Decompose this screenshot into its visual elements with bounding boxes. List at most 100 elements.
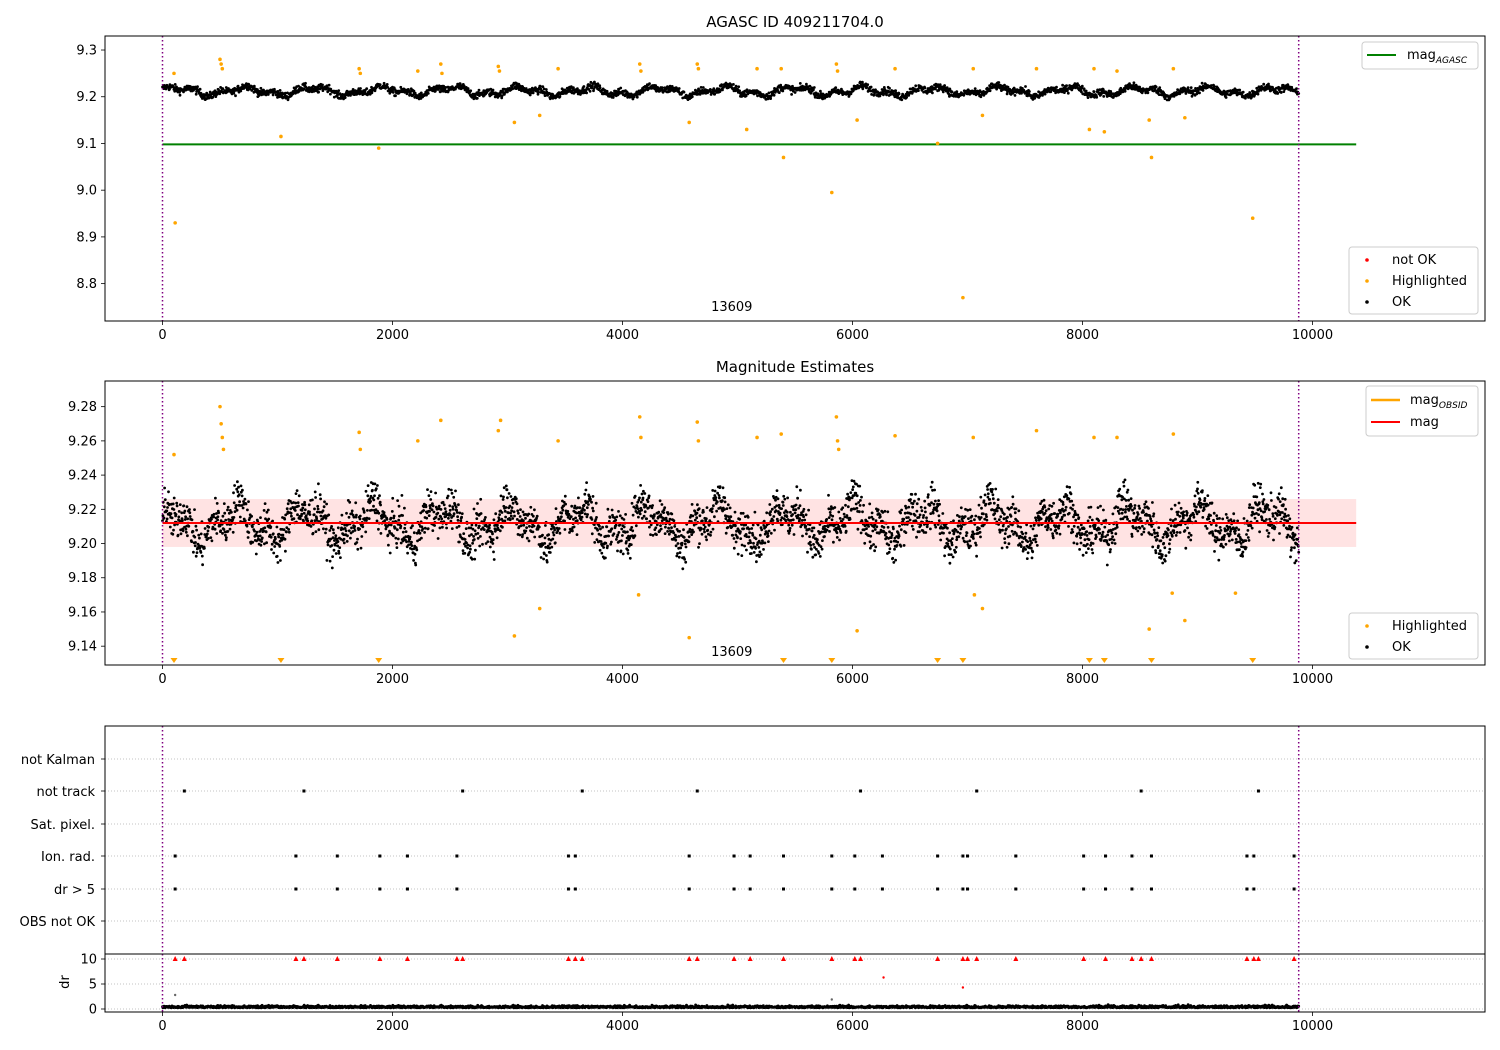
magnitude-obsid-label: 13609: [711, 645, 752, 660]
flag-label-ion-rad: Ion. rad.: [41, 850, 95, 865]
magnitude-highlighted-point: [836, 447, 841, 452]
flag-label-obs-not-ok: OBS not OK: [20, 915, 96, 930]
flag-marker: [1014, 887, 1018, 891]
flag-marker: [1082, 887, 1086, 891]
flag-marker: [1014, 854, 1018, 858]
dr-clipped-marker: [731, 956, 737, 961]
flag-marker: [566, 887, 570, 891]
offscale-low-marker: [375, 658, 383, 663]
magnitude-highlighted-point: [639, 435, 643, 440]
agasc-highlighted-point: [1092, 66, 1096, 71]
agasc-highlighted-point: [980, 113, 985, 118]
dr-clipped-marker: [172, 956, 178, 961]
agasc-highlighted-point: [834, 62, 839, 66]
agasc-highlighted-point: [376, 146, 381, 150]
flag-marker: [455, 887, 459, 891]
flag-marker: [748, 854, 752, 858]
dr-ytick-label: 5: [89, 978, 97, 993]
legend-highlighted-marker: [1365, 279, 1369, 283]
flag-marker: [748, 887, 752, 891]
agasc-highlighted-point: [556, 66, 560, 71]
dr-outlier-point: [173, 993, 177, 997]
magnitude-highlighted-point: [1233, 591, 1238, 595]
dr-clipped-marker: [1291, 956, 1297, 961]
magnitude-highlighted-point: [834, 415, 839, 419]
flags-xtick-label: 2000: [376, 1019, 409, 1034]
dr-clipped-marker: [404, 956, 410, 961]
flag-marker: [1139, 789, 1143, 793]
agasc-highlighted-point: [893, 66, 897, 71]
magnitude-highlighted-point: [696, 439, 701, 443]
legend-mag-agasc-subscript: AGASC: [1435, 56, 1468, 66]
magnitude-panel: Magnitude Estimates 0 2000 4000 6000 8000 100…: [68, 358, 1486, 687]
agasc-xtick-label: 6000: [836, 328, 869, 343]
offscale-low-marker: [828, 658, 836, 663]
agasc-plot-area: 0 2000 4000 6000 8000 10000 8.8 8.9 9.0 9.1 9.2 9.3: [76, 35, 1486, 343]
magnitude-line-legend: magOBSID mag: [1365, 385, 1479, 437]
magnitude-point-legend-box: [1348, 612, 1479, 660]
flag-marker: [405, 887, 409, 891]
magnitude-highlighted-point: [218, 404, 222, 409]
flag-row-labels: not Kalman not track Sat. pixel. Ion. ra…: [20, 753, 96, 930]
magnitude-highlighted-point: [855, 628, 859, 633]
flag-marker: [378, 887, 382, 891]
dr-clipped-marker: [301, 956, 307, 961]
agasc-highlighted-point: [219, 62, 223, 66]
flag-marker: [782, 854, 785, 858]
magnitude-highlighted-point: [971, 435, 976, 440]
dr-clipped-marker: [293, 956, 299, 961]
agasc-ytick-label: 9.3: [76, 44, 97, 59]
agasc-highlighted-point: [687, 120, 691, 125]
agasc-highlighted-point: [961, 295, 965, 300]
dr-clipped-marker: [1138, 956, 1144, 961]
flag-marker: [1252, 854, 1256, 858]
dr-clipped-marker: [965, 956, 970, 961]
agasc-highlighted-point: [279, 134, 283, 139]
flags-xtick-label: 0: [158, 1019, 166, 1034]
agasc-highlighted-point: [637, 62, 642, 66]
magnitude-ytick-label: 9.28: [68, 400, 97, 415]
dr-clipped-marker: [974, 956, 980, 961]
agasc-highlighted-point: [781, 155, 786, 160]
dr-clipped-marker: [960, 956, 966, 961]
flag-label-sat-pixel: Sat. pixel.: [31, 818, 95, 833]
magnitude-highlighted-point: [416, 439, 420, 443]
agasc-obsid-label: 13609: [711, 300, 752, 315]
magnitude-ytick-label: 9.14: [68, 640, 97, 655]
magnitude-ytick-label: 9.16: [68, 605, 97, 620]
dr-clipped-marker: [1129, 956, 1135, 961]
magnitude-highlighted-point: [1034, 428, 1039, 433]
agasc-highlighted-point: [172, 71, 176, 76]
dr-clipped-marker: [935, 956, 941, 961]
flag-marker: [1245, 887, 1249, 891]
flag-marker: [580, 789, 584, 793]
dr-clipped-marker: [747, 956, 753, 961]
agasc-xtick-label: 0: [158, 328, 166, 343]
magnitude-point-legend: Highlighted OK: [1348, 612, 1479, 660]
agasc-highlighted-point: [173, 221, 177, 225]
magnitude-highlighted-point: [980, 606, 985, 611]
agasc-highlighted-point: [971, 66, 976, 71]
agasc-highlighted-point: [755, 66, 759, 71]
dr-clipped-marker: [1149, 956, 1154, 961]
magnitude-xtick-label: 0: [158, 672, 166, 687]
flag-label-not-track: not track: [36, 785, 95, 800]
magnitude-highlighted-point: [1170, 591, 1174, 595]
agasc-highlighted-point: [1034, 66, 1039, 71]
flag-marker: [859, 789, 863, 793]
dr-ytick-label: 0: [89, 1003, 97, 1018]
flag-marker: [695, 789, 699, 793]
flag-marker: [687, 887, 691, 891]
magnitude-xtick-label: 8000: [1066, 672, 1099, 687]
agasc-highlighted-point: [1171, 66, 1176, 71]
offscale-low-marker: [959, 658, 967, 663]
dr-clipped-marker: [1251, 956, 1257, 961]
flag-marker: [966, 887, 969, 891]
agasc-xtick-label: 8000: [1066, 328, 1099, 343]
dr-clipped-marker: [579, 956, 585, 961]
agasc-panel-title: AGASC ID 409211704.0: [706, 13, 884, 31]
dr-clipped-marker: [694, 956, 700, 961]
flag-label-dr-gt-5: dr > 5: [54, 883, 95, 898]
magnitude-highlighted-point: [219, 421, 223, 426]
agasc-ytick-label: 9.2: [76, 90, 97, 105]
